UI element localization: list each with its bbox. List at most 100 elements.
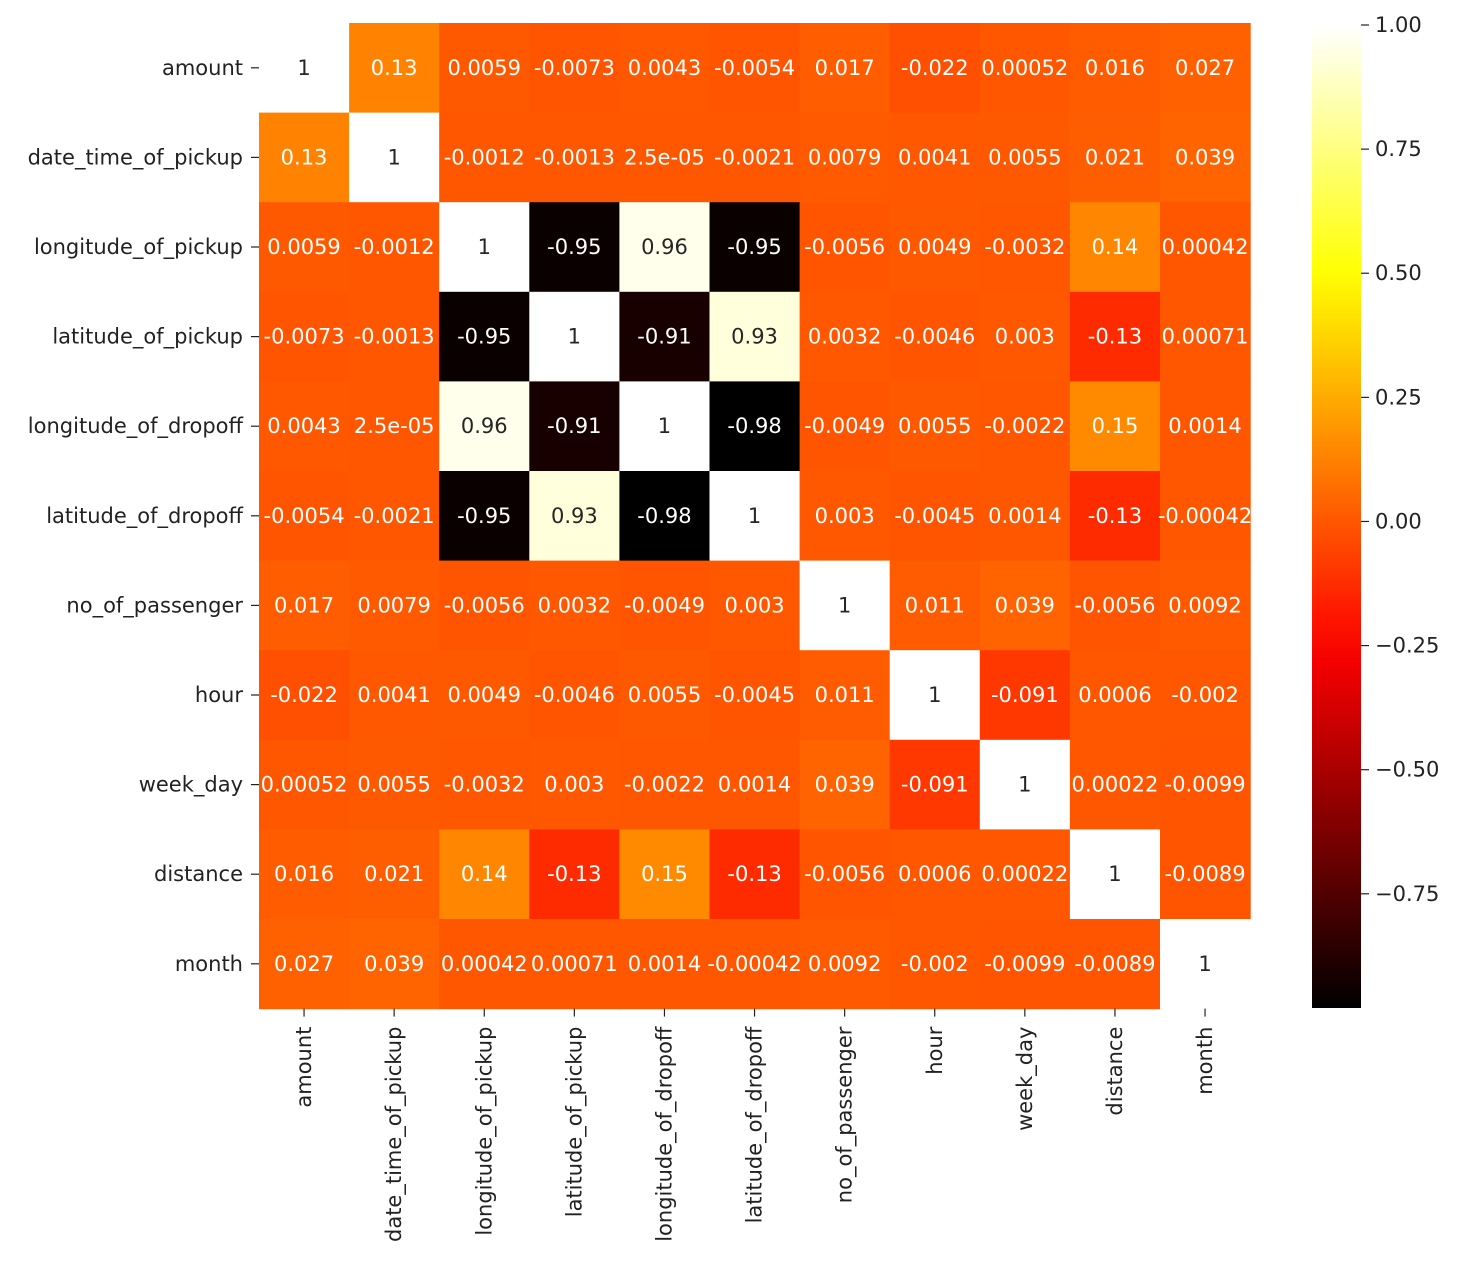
cell-value-label: -0.0013 [534,145,615,169]
cell-value-label: 0.0055 [628,683,701,707]
cell-value-label: -0.91 [637,325,691,349]
heatmap-cell [1160,829,1251,920]
heatmap-cell [979,471,1071,562]
x-tick-label-longitude-of-pickup: longitude_of_pickup [472,1027,497,1236]
cell-value-label: -0.0056 [804,235,885,259]
x-tick-label-longitude-of-dropoff: longitude_of_dropoff [652,1026,677,1242]
heatmap-cell [439,471,530,562]
heatmap-cell [529,112,620,203]
heatmap-cell [1160,560,1251,651]
cell-value-label: 0.003 [544,773,604,797]
heatmap-cell [1160,739,1251,830]
heatmap-cell [1069,650,1161,741]
heatmap-cell [889,381,981,472]
x-tick-label-latitude-of-dropoff: latitude_of_dropoff [743,1026,768,1223]
cell-value-label: 0.0014 [1168,414,1241,438]
cell-value-label: 1 [387,145,400,169]
cell-value-label: 0.0049 [448,683,521,707]
heatmap-cell [979,202,1071,293]
heatmap-cell [1069,919,1161,1010]
heatmap-cell [799,381,891,472]
heatmap-cell [349,650,440,741]
x-tick-label-distance: distance [1103,1027,1127,1116]
heatmap-cell [529,23,620,114]
heatmap-cell [349,919,440,1010]
heatmap-annotations: 1 0.13 0.0059 -0.0073 0.0043 -0.0054 0.017 -0.0… [261,56,1253,976]
cell-value-label: 0.017 [815,56,875,80]
heatmap-cell [979,112,1071,203]
cell-value-label: 0.003 [995,325,1055,349]
heatmap-cell [979,739,1071,830]
heatmap-cell [889,560,981,651]
heatmap-cell [529,919,620,1010]
cell-value-label: -0.0049 [804,414,885,438]
cell-value-label: -0.98 [637,504,691,528]
cell-value-label: -0.98 [727,414,781,438]
heatmap-cell [439,291,530,382]
heatmap-cell [619,650,711,741]
cell-value-label: -0.0013 [354,325,435,349]
x-tick-label-week-day: week_day [1013,1027,1038,1131]
heatmap-cell [709,919,801,1010]
heatmap-cell [709,381,801,472]
heatmap-cell [619,560,711,651]
cell-value-label: -0.0045 [714,683,795,707]
heatmap-cell [619,381,711,472]
heatmap-cell [619,829,711,920]
heatmap-cell [259,471,350,562]
heatmap-cell [799,112,891,203]
heatmap-cell [619,112,711,203]
heatmap-cell [799,291,891,382]
y-tick-label-distance: distance [154,862,243,886]
heatmap-cell [439,560,530,651]
heatmap-cell [709,471,801,562]
cell-value-label: 1 [297,56,310,80]
heatmap-cell [889,739,981,830]
cell-value-label: 0.0006 [1078,683,1151,707]
heatmap-cell [439,919,530,1010]
cell-value-label: 0.039 [995,593,1055,617]
cell-value-label: 0.0032 [808,325,881,349]
cell-value-label: 0.0043 [267,414,340,438]
heatmap-cell [709,650,801,741]
heatmap-cell [529,202,620,293]
cell-value-label: -0.00042 [1158,504,1252,528]
heatmap-cell [619,739,711,830]
heatmap-cell [889,23,981,114]
cell-value-label: 0.017 [274,593,334,617]
heatmap-cell [439,112,530,203]
colorbar-tick-label: 1.00 [1375,13,1422,37]
cell-value-label: -0.95 [457,325,511,349]
heatmap-cell [709,112,801,203]
cell-value-label: 0.027 [274,952,334,976]
cell-value-label: 0.93 [731,325,778,349]
cell-value-label: 0.96 [641,235,688,259]
cell-value-label: 0.0049 [898,235,971,259]
heatmap-cell [439,650,530,741]
cell-value-label: -0.0056 [1074,593,1155,617]
heatmap-cell [259,919,350,1010]
cell-value-label: 1 [838,593,851,617]
heatmap-cell [1160,23,1251,114]
cell-value-label: -0.0022 [984,414,1065,438]
colorbar-tick-label: −0.75 [1375,882,1439,906]
heatmap-cell [439,829,530,920]
x-tick-label-no-of-passenger: no_of_passenger [833,1026,858,1203]
cell-value-label: -0.0056 [444,593,525,617]
y-axis: amount date_time_of_pickup longitude_of_pi… [28,56,259,976]
heatmap-cell [979,919,1071,1010]
cell-value-label: -0.091 [901,773,969,797]
cell-value-label: -0.13 [727,862,781,886]
heatmap-cell [619,471,711,562]
y-tick-label-month: month [175,952,243,976]
colorbar-tick-label: 0.25 [1375,385,1422,409]
heatmap-cell [889,650,981,741]
cell-value-label: 1 [658,414,671,438]
cell-value-label: 1 [1198,952,1211,976]
heatmap-cell [1160,291,1251,382]
heatmap-cells [259,23,1251,1010]
heatmap-cell [529,829,620,920]
heatmap-cell [709,560,801,651]
heatmap-cell [259,291,350,382]
heatmap-cell [529,381,620,472]
